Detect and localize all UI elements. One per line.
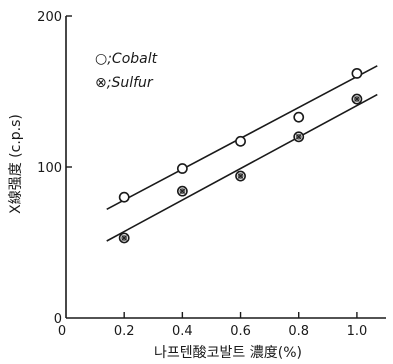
ticks: 0 0.2 0.4 0.6 0.8 1.0 0 100 200 xyxy=(37,10,367,339)
x-tick-label: 0.8 xyxy=(288,324,309,339)
data-point-sulfur xyxy=(118,232,130,244)
x-axis-label: 나프텐酸코발트 濃度(%) xyxy=(154,345,302,361)
data-point-sulfur xyxy=(176,185,188,197)
y-tick-label: 0 xyxy=(54,312,62,327)
data-point-sulfur xyxy=(235,170,246,182)
data-point-sulfur xyxy=(351,93,363,105)
legend-sulfur: ⊗;Sulfur xyxy=(95,75,154,91)
legend-cobalt: ○;Cobalt xyxy=(95,51,158,67)
x-tick-label: 0 xyxy=(58,324,66,339)
y-tick-label: 100 xyxy=(37,161,62,176)
data-point-cobalt xyxy=(351,67,363,79)
fit-lines xyxy=(106,65,378,242)
x-tick-label: 0.4 xyxy=(172,324,193,339)
data-point-cobalt xyxy=(176,163,188,174)
data-point-cobalt xyxy=(293,111,305,123)
points xyxy=(118,67,363,244)
fit-line-sulfur xyxy=(106,93,378,242)
data-point-cobalt xyxy=(235,135,246,147)
data-point-sulfur xyxy=(293,131,305,143)
legend: ○;Cobalt ⊗;Sulfur xyxy=(95,51,158,91)
x-tick-label: 0.6 xyxy=(230,324,251,339)
x-tick-label: 1.0 xyxy=(347,324,368,339)
y-tick-label: 200 xyxy=(37,10,62,25)
x-tick-label: 0.2 xyxy=(114,324,135,339)
data-point-cobalt xyxy=(118,191,130,203)
y-axis-label: X線强度 (c.p.s) xyxy=(8,114,24,214)
